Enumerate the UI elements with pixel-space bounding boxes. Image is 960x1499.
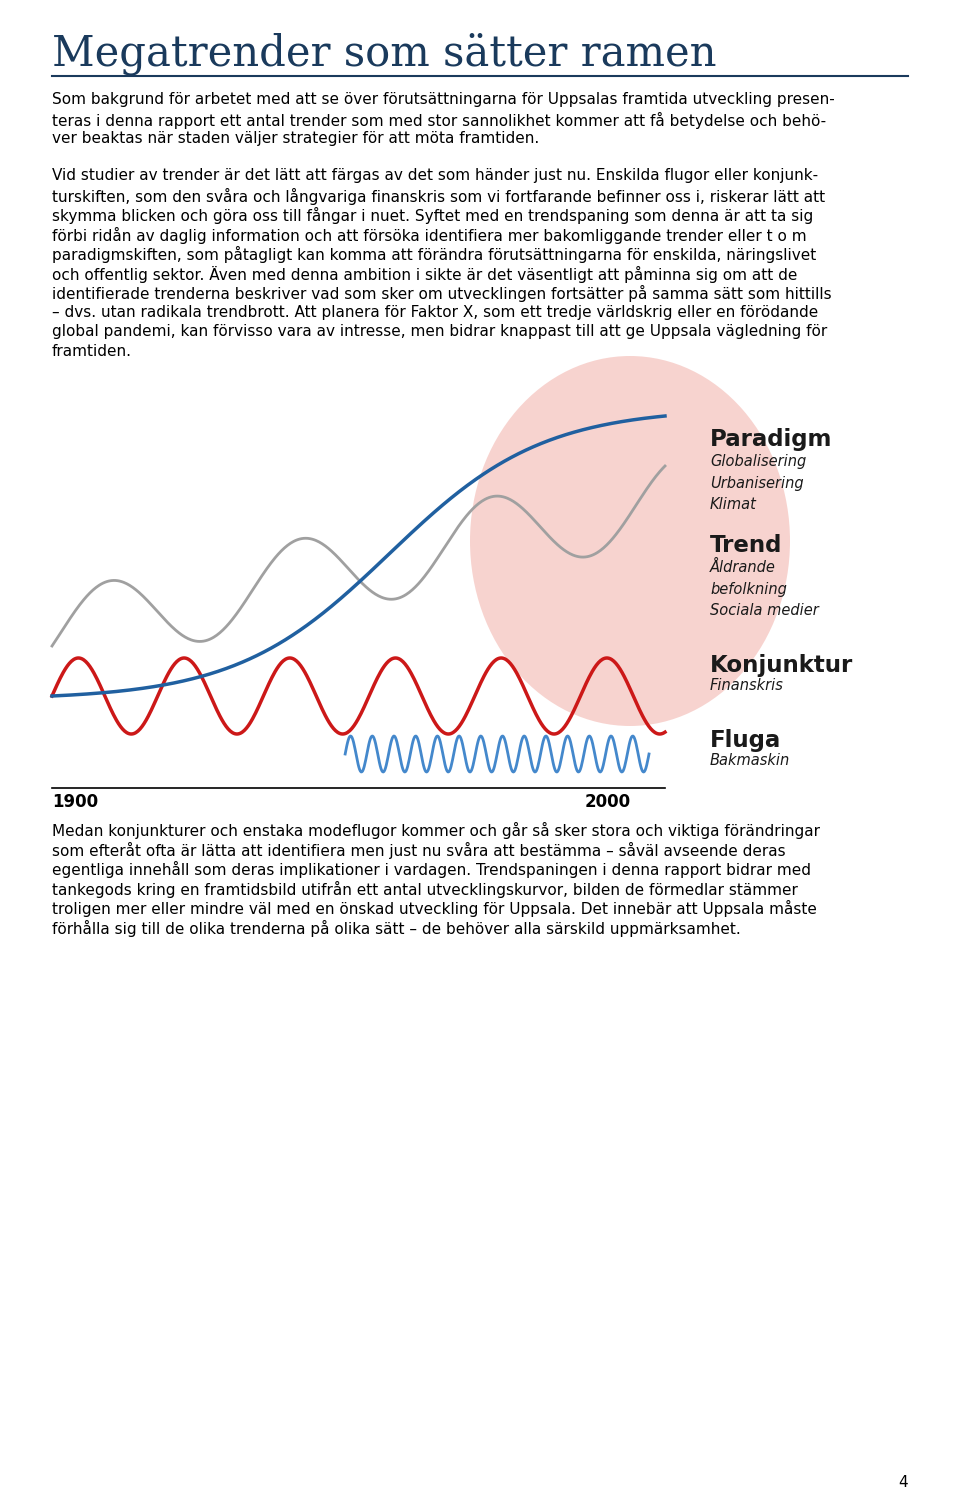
Text: förbi ridån av daglig information och att försöka identifiera mer bakomliggande : förbi ridån av daglig information och at…	[52, 226, 806, 243]
Text: framtiden.: framtiden.	[52, 343, 132, 358]
Text: förhålla sig till de olika trenderna på olika sätt – de behöver alla särskild up: förhålla sig till de olika trenderna på …	[52, 919, 741, 937]
Text: Vid studier av trender är det lätt att färgas av det som händer just nu. Enskild: Vid studier av trender är det lätt att f…	[52, 168, 818, 183]
Text: Konjunktur: Konjunktur	[710, 654, 853, 678]
Text: 4: 4	[899, 1475, 908, 1490]
Text: Megatrender som sätter ramen: Megatrender som sätter ramen	[52, 31, 716, 75]
Text: Åldrande
befolkning
Sociala medier: Åldrande befolkning Sociala medier	[710, 561, 819, 618]
Text: egentliga innehåll som deras implikationer i vardagen. Trendspaningen i denna ra: egentliga innehåll som deras implikation…	[52, 860, 811, 878]
Text: turskiften, som den svåra och långvariga finanskris som vi fortfarande befinner : turskiften, som den svåra och långvariga…	[52, 187, 826, 204]
Text: Finanskris: Finanskris	[710, 678, 784, 693]
Text: skymma blicken och göra oss till fångar i nuet. Syftet med en trendspaning som d: skymma blicken och göra oss till fångar …	[52, 207, 813, 223]
Ellipse shape	[470, 355, 790, 726]
Text: Trend: Trend	[710, 534, 782, 558]
Text: Fluga: Fluga	[710, 729, 781, 752]
Text: identifierade trenderna beskriver vad som sker om utvecklingen fortsätter på sam: identifierade trenderna beskriver vad so…	[52, 285, 831, 303]
Text: Medan konjunkturer och enstaka modeflugor kommer och går så sker stora och vikti: Medan konjunkturer och enstaka modeflugo…	[52, 821, 820, 839]
Text: och offentlig sektor. Även med denna ambition i sikte är det väsentligt att påmi: och offentlig sektor. Även med denna amb…	[52, 265, 798, 283]
Text: Som bakgrund för arbetet med att se över förutsättningarna för Uppsalas framtida: Som bakgrund för arbetet med att se över…	[52, 91, 835, 106]
Text: Bakmaskin: Bakmaskin	[710, 752, 790, 767]
Text: Globalisering
Urbanisering
Klimat: Globalisering Urbanisering Klimat	[710, 454, 806, 513]
Text: teras i denna rapport ett antal trender som med stor sannolikhet kommer att få b: teras i denna rapport ett antal trender …	[52, 111, 827, 129]
Text: som efteråt ofta är lätta att identifiera men just nu svåra att bestämma – såväl: som efteråt ofta är lätta att identifier…	[52, 841, 785, 859]
Text: troligen mer eller mindre väl med en önskad utveckling för Uppsala. Det innebär : troligen mer eller mindre väl med en öns…	[52, 899, 817, 917]
Text: global pandemi, kan förvisso vara av intresse, men bidrar knappast till att ge U: global pandemi, kan förvisso vara av int…	[52, 324, 828, 339]
Text: tankegods kring en framtidsbild utifrån ett antal utvecklingskurvor, bilden de f: tankegods kring en framtidsbild utifrån …	[52, 880, 798, 898]
Text: ver beaktas när staden väljer strategier för att möta framtiden.: ver beaktas när staden väljer strategier…	[52, 130, 540, 145]
Text: Paradigm: Paradigm	[710, 429, 832, 451]
Text: 2000: 2000	[585, 793, 631, 811]
Text: paradigmskiften, som påtagligt kan komma att förändra förutsättningarna för ensk: paradigmskiften, som påtagligt kan komma…	[52, 246, 816, 262]
Text: – dvs. utan radikala trendbrott. Att planera för Faktor X, som ett tredje världs: – dvs. utan radikala trendbrott. Att pla…	[52, 304, 818, 319]
Text: 1900: 1900	[52, 793, 98, 811]
